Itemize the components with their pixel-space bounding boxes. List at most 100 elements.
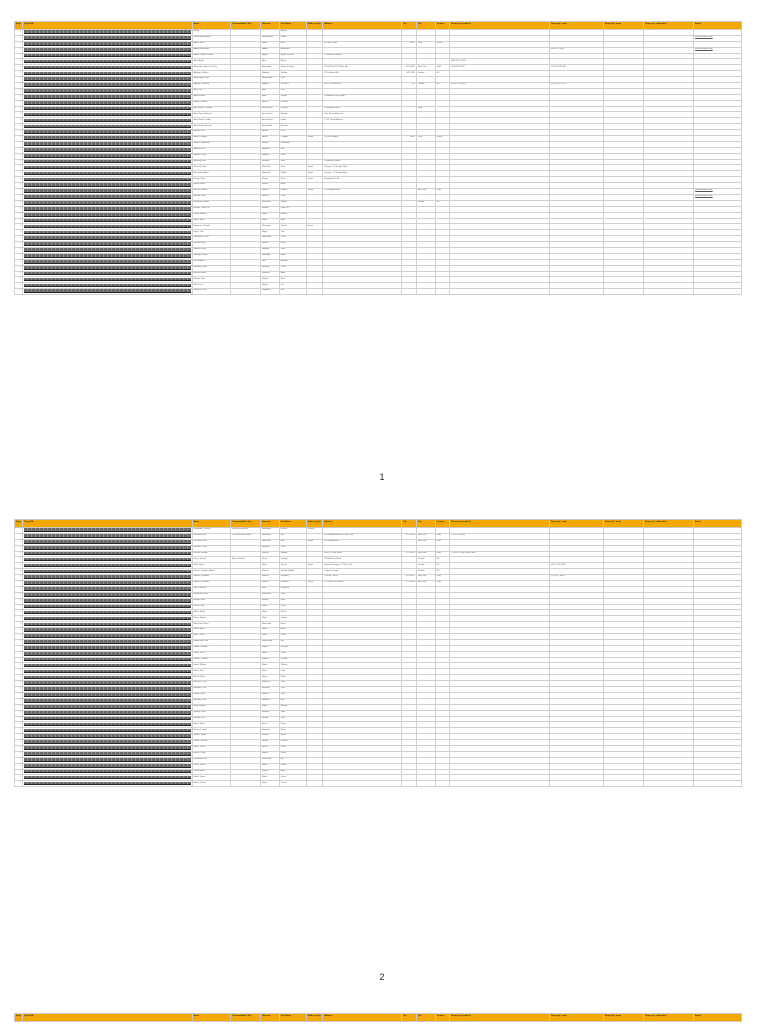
url-cell[interactable] bbox=[22, 288, 193, 296]
page-url-link[interactable] bbox=[24, 189, 191, 193]
page-url-link[interactable] bbox=[24, 95, 191, 99]
page-url-link[interactable] bbox=[24, 230, 191, 235]
page-url-link[interactable] bbox=[24, 107, 191, 111]
page-url-link[interactable] bbox=[24, 622, 191, 627]
page-url-link[interactable] bbox=[24, 546, 191, 550]
page-url-link[interactable] bbox=[24, 569, 191, 574]
page-url-link[interactable] bbox=[24, 581, 191, 585]
page-cell: 1 bbox=[13, 621, 24, 629]
page-url-link[interactable] bbox=[24, 130, 191, 135]
email-link[interactable]: mail@example.com bbox=[693, 188, 742, 195]
page-url-link[interactable] bbox=[24, 669, 191, 674]
page-url-link[interactable] bbox=[24, 30, 191, 34]
page-url-link[interactable] bbox=[24, 183, 191, 188]
page-url-link[interactable] bbox=[24, 557, 191, 562]
page-url-link[interactable] bbox=[24, 663, 191, 668]
page-url-link[interactable] bbox=[24, 628, 191, 633]
page-url-link[interactable] bbox=[24, 734, 191, 739]
page-url-link[interactable] bbox=[24, 693, 191, 697]
page-url-link[interactable] bbox=[24, 65, 191, 70]
page-url-link[interactable] bbox=[24, 242, 191, 246]
page-url-link[interactable] bbox=[24, 658, 191, 662]
page-url-link[interactable] bbox=[24, 289, 191, 294]
page-url-link[interactable] bbox=[24, 271, 191, 276]
page-url-link[interactable] bbox=[24, 699, 191, 703]
page-url-link[interactable] bbox=[24, 552, 191, 556]
page-url-link[interactable] bbox=[24, 746, 191, 750]
page-url-link[interactable] bbox=[24, 277, 191, 282]
page-url-link[interactable] bbox=[24, 160, 191, 164]
email-link[interactable]: mail@example.com bbox=[693, 34, 742, 42]
page-url-link[interactable] bbox=[24, 616, 191, 621]
page-url-link[interactable] bbox=[24, 42, 191, 46]
page-url-link[interactable] bbox=[24, 89, 191, 93]
page-url-link[interactable] bbox=[24, 118, 191, 123]
column-header-url: Page URL bbox=[22, 1013, 193, 1022]
page-url-link[interactable] bbox=[24, 605, 191, 609]
page-url-link[interactable] bbox=[24, 758, 191, 762]
page-url-link[interactable] bbox=[24, 540, 191, 544]
page-url-link[interactable] bbox=[24, 213, 191, 217]
page-url-link[interactable] bbox=[24, 740, 191, 744]
page-url-link[interactable] bbox=[24, 593, 191, 597]
page-url-link[interactable] bbox=[24, 722, 191, 727]
email-link[interactable]: mail@example.com bbox=[693, 193, 742, 201]
page-url-link[interactable] bbox=[24, 705, 191, 709]
page-url-link[interactable] bbox=[24, 675, 191, 680]
page-url-link[interactable] bbox=[24, 781, 191, 786]
page-url-link[interactable] bbox=[24, 260, 191, 264]
email-link[interactable]: mail@example.com bbox=[693, 46, 742, 54]
page-url-link[interactable] bbox=[24, 77, 191, 82]
page-url-link[interactable] bbox=[24, 687, 191, 691]
page-url-link[interactable] bbox=[24, 36, 191, 40]
page-url-link[interactable] bbox=[24, 201, 191, 205]
page-url-link[interactable] bbox=[24, 575, 191, 580]
page-url-link[interactable] bbox=[24, 171, 191, 176]
page-url-link[interactable] bbox=[24, 283, 191, 288]
page-url-link[interactable] bbox=[24, 177, 191, 182]
page-url-link[interactable] bbox=[24, 254, 191, 258]
page-url-link[interactable] bbox=[24, 54, 191, 58]
page-url-link[interactable] bbox=[24, 563, 191, 568]
page-url-link[interactable] bbox=[24, 528, 191, 532]
phone-work-cell bbox=[548, 650, 604, 658]
page-url-link[interactable] bbox=[24, 48, 191, 52]
page-url-link[interactable] bbox=[24, 59, 191, 64]
page-url-link[interactable] bbox=[24, 587, 191, 591]
page-url-link[interactable] bbox=[24, 83, 191, 87]
page-url-link[interactable] bbox=[24, 195, 191, 199]
page-url-link[interactable] bbox=[24, 224, 191, 229]
page-url-link[interactable] bbox=[24, 218, 191, 223]
page-url-link[interactable] bbox=[24, 634, 191, 638]
url-cell[interactable] bbox=[22, 780, 193, 788]
page-url-link[interactable] bbox=[24, 148, 191, 152]
page-url-link[interactable] bbox=[24, 248, 191, 252]
page-url-link[interactable] bbox=[24, 136, 191, 140]
company-cell bbox=[229, 638, 262, 646]
page-url-link[interactable] bbox=[24, 752, 191, 756]
page-url-link[interactable] bbox=[24, 534, 191, 538]
page-url-link[interactable] bbox=[24, 112, 191, 117]
page-url-link[interactable] bbox=[24, 711, 191, 715]
page-url-link[interactable] bbox=[24, 716, 191, 721]
page-url-link[interactable] bbox=[24, 207, 191, 211]
page-url-link[interactable] bbox=[24, 124, 191, 129]
page-url-link[interactable] bbox=[24, 599, 191, 603]
page-url-link[interactable] bbox=[24, 101, 191, 105]
page-url-link[interactable] bbox=[24, 236, 191, 241]
page-url-link[interactable] bbox=[24, 165, 191, 170]
page-url-link[interactable] bbox=[24, 142, 191, 146]
page-url-link[interactable] bbox=[24, 775, 191, 780]
page-url-link[interactable] bbox=[24, 728, 191, 733]
page-url-link[interactable] bbox=[24, 640, 191, 644]
page-url-link[interactable] bbox=[24, 681, 191, 686]
page-url-link[interactable] bbox=[24, 646, 191, 650]
page-url-link[interactable] bbox=[24, 769, 191, 774]
page-url-link[interactable] bbox=[24, 610, 191, 615]
page-url-link[interactable] bbox=[24, 266, 191, 270]
page-url-link[interactable] bbox=[24, 764, 191, 768]
table-row: 1 Becker, Hans Becker Hans bbox=[13, 241, 742, 248]
page-url-link[interactable] bbox=[24, 652, 191, 656]
page-url-link[interactable] bbox=[24, 154, 191, 158]
page-url-link[interactable] bbox=[24, 71, 191, 76]
